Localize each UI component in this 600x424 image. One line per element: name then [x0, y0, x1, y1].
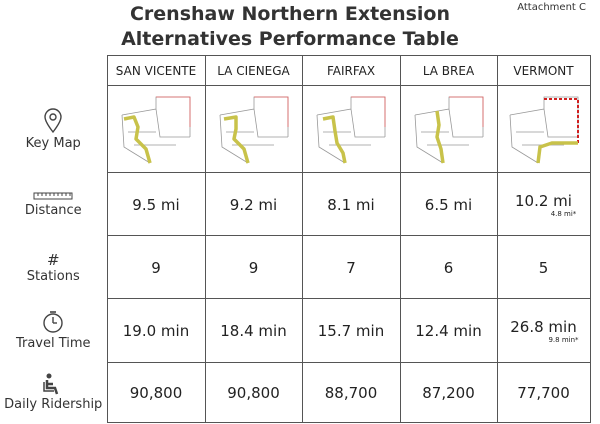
key-map	[509, 96, 579, 164]
title-line: Crenshaw Northern Extension	[129, 3, 450, 25]
cell-value: 6	[443, 258, 454, 277]
row: Key Map	[0, 85, 591, 173]
key-map	[121, 96, 191, 164]
title-line: Alternatives Performance Table	[121, 28, 459, 50]
cell	[204, 85, 303, 173]
row-label: # Stations	[0, 236, 107, 299]
cell: 7	[301, 235, 401, 299]
cell-value: 5	[538, 258, 549, 277]
cell: 9	[204, 235, 303, 299]
row-label: Key Map	[0, 86, 107, 173]
cell: 18.4 min	[204, 298, 303, 363]
row: Travel Time 19.0 min 18.4 min 15.7 min 12.4 …	[0, 298, 591, 363]
cell: 6.5 mi	[399, 172, 498, 236]
cell-value: 87,200	[422, 384, 475, 402]
cell-value: 6.5 mi	[424, 195, 473, 214]
cell-value: 12.4 min	[415, 322, 482, 340]
cell-value: 10.2 mi	[515, 191, 572, 210]
cell	[399, 85, 498, 173]
cell-value: 77,700	[517, 384, 570, 402]
key-map	[219, 96, 288, 164]
row-label: Daily Ridership	[0, 363, 107, 423]
cell: 88,700	[301, 362, 401, 423]
key-map	[414, 96, 483, 164]
cell: 77,700	[496, 362, 591, 423]
cell-value: 88,700	[324, 384, 378, 402]
cell	[106, 85, 206, 173]
cell: 5	[496, 235, 591, 299]
row: Distance 9.5 mi 9.2 mi 8.1 mi 6.5 mi 10.2 mi 4…	[0, 172, 591, 236]
cell-value: 15.7 min	[317, 322, 385, 340]
row-label-text: Daily Ridership	[4, 397, 103, 412]
row-label-text: Travel Time	[15, 336, 91, 351]
column-header: LA BREA	[399, 55, 498, 86]
cell-note: 4.8 mi*	[550, 209, 577, 218]
cell: 9.5 mi	[106, 172, 206, 236]
cell: 87,200	[399, 362, 498, 423]
cell-value: 90,800	[227, 384, 280, 402]
row: Daily Ridership 90,800 90,800 88,700 87,200 7…	[0, 362, 591, 423]
column-header: VERMONT	[496, 55, 591, 86]
cell: 6	[399, 235, 498, 299]
cell-value: 9	[248, 258, 259, 277]
row: # Stations 9 9 7 6 5	[0, 235, 591, 299]
attachment: Attachment C	[517, 2, 586, 13]
cell: 12.4 min	[399, 298, 498, 363]
cell: 90,800	[106, 362, 206, 423]
cell-value: 90,800	[129, 384, 183, 402]
cell: 9.2 mi	[204, 172, 303, 236]
cell: 26.8 min 9.8 min*	[496, 298, 591, 363]
cell-value: 26.8 min	[510, 318, 577, 336]
cell: 19.0 min	[106, 298, 206, 363]
table: SAN VICENTE LA CIENEGA FAIRFAX LA BREA VERMO…	[0, 55, 591, 423]
cell-value: 9.5 mi	[132, 195, 180, 214]
cell: 9	[106, 235, 206, 299]
corner	[0, 56, 107, 86]
row-label-text: Distance	[24, 202, 82, 218]
cell: 15.7 min	[301, 298, 401, 363]
row-icon: #	[46, 250, 60, 269]
row-label-text: Stations	[26, 268, 80, 284]
row-label: Travel Time	[0, 299, 107, 363]
column-header: SAN VICENTE	[106, 55, 206, 86]
cell-value: 18.4 min	[220, 322, 287, 340]
cell: 90,800	[204, 362, 303, 423]
row-label: Distance	[0, 173, 107, 236]
cell-value: 8.1 mi	[327, 195, 375, 214]
title: Crenshaw Northern Extension Alternatives…	[90, 2, 490, 52]
cell: 10.2 mi 4.8 mi*	[496, 172, 591, 236]
column-header: LA CIENEGA	[204, 55, 303, 86]
cell-value: 9.2 mi	[229, 195, 278, 214]
cell-value: 9	[151, 258, 161, 277]
column-header: FAIRFAX	[301, 55, 401, 86]
cell: 8.1 mi	[301, 172, 401, 236]
cell-value: 19.0 min	[122, 322, 190, 340]
cell-value: 7	[346, 258, 356, 277]
cell	[301, 85, 401, 173]
key-map	[316, 96, 386, 164]
header-row: SAN VICENTE LA CIENEGA FAIRFAX LA BREA VERMO…	[0, 55, 591, 86]
cell	[496, 85, 591, 173]
cell-note: 9.8 min*	[548, 336, 579, 344]
row-label-text: Key Map	[25, 135, 81, 151]
